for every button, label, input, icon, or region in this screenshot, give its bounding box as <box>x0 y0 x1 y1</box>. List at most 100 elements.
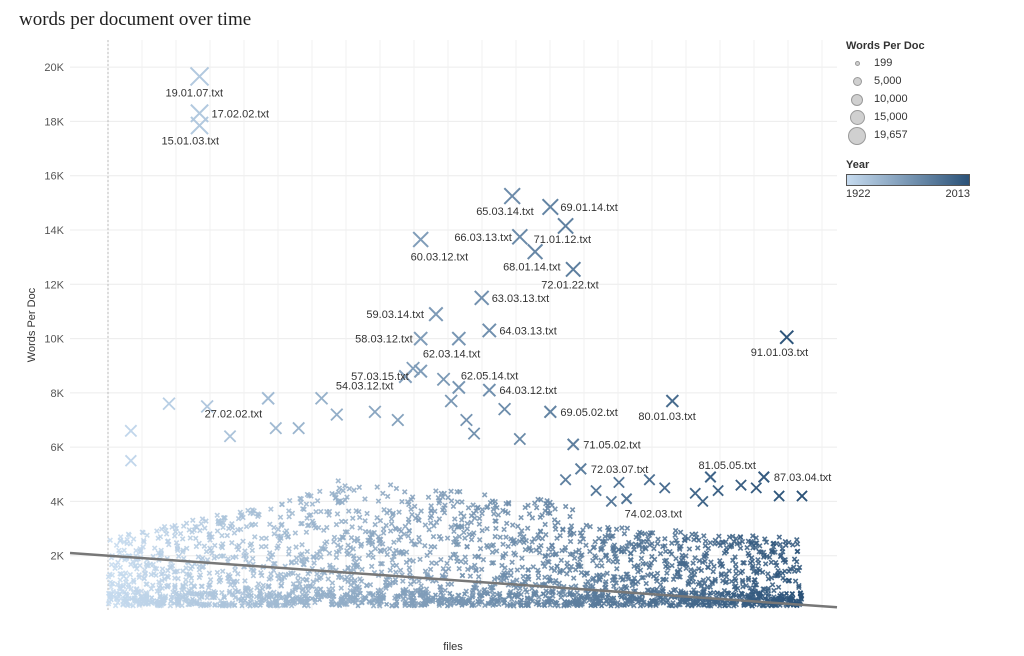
data-point <box>657 550 664 557</box>
data-point <box>192 523 199 530</box>
data-point <box>258 569 264 576</box>
y-axis-title: Words Per Doc <box>26 287 38 362</box>
data-point <box>497 593 503 599</box>
data-point <box>299 520 305 527</box>
data-point <box>612 601 618 607</box>
data-point <box>109 591 115 597</box>
data-point <box>748 541 755 547</box>
data-point <box>198 520 205 527</box>
data-point <box>683 553 689 559</box>
data-point <box>310 579 316 585</box>
data-point <box>705 545 712 552</box>
data-point <box>654 570 661 577</box>
data-point <box>724 590 730 597</box>
data-point <box>578 563 584 570</box>
data-point <box>593 578 599 585</box>
data-point <box>355 603 361 609</box>
data-point <box>633 534 639 541</box>
data-point <box>451 516 458 522</box>
data-point <box>207 531 213 537</box>
data-point <box>584 570 591 576</box>
data-point <box>631 602 637 609</box>
data-point <box>493 525 499 532</box>
data-point <box>520 573 527 580</box>
data-point <box>621 530 628 537</box>
data-label: 81.05.05.txt <box>698 460 756 472</box>
size-legend-item: 199 <box>846 55 1016 73</box>
data-point <box>702 538 709 545</box>
data-point <box>795 567 802 574</box>
data-point <box>379 541 386 547</box>
data-point <box>112 602 119 609</box>
data-point <box>158 571 165 578</box>
data-point <box>783 590 790 597</box>
data-point <box>344 551 351 558</box>
data-point <box>692 555 698 561</box>
data-point <box>239 590 246 597</box>
data-point <box>552 526 559 532</box>
data-point <box>212 542 218 549</box>
size-legend-dot <box>850 110 865 125</box>
data-point <box>544 505 551 512</box>
data-point <box>320 592 326 598</box>
data-point <box>407 581 414 587</box>
data-point <box>662 536 668 542</box>
data-point <box>475 504 481 511</box>
size-legend-label: 199 <box>874 57 893 69</box>
data-point <box>598 557 604 564</box>
data-point <box>197 572 204 578</box>
data-point <box>735 479 747 491</box>
data-point <box>148 586 155 592</box>
data-point <box>272 560 278 567</box>
data-point <box>739 591 746 597</box>
data-point <box>613 526 620 533</box>
data-point <box>493 548 500 554</box>
data-point <box>489 596 495 602</box>
data-point <box>393 601 399 608</box>
data-point <box>791 564 797 570</box>
data-point <box>180 547 186 554</box>
data-point <box>640 538 647 545</box>
data-point <box>790 595 796 601</box>
data-point <box>207 537 213 543</box>
data-point <box>688 566 694 573</box>
data-point <box>464 543 470 550</box>
data-point <box>464 520 471 527</box>
data-point <box>731 584 738 590</box>
data-point <box>127 571 134 578</box>
data-point <box>535 574 542 581</box>
data-point <box>183 577 189 583</box>
data-point <box>333 494 339 501</box>
y-tick-label: 4K <box>51 496 65 508</box>
data-point <box>410 590 416 596</box>
y-tick-label: 2K <box>51 551 65 563</box>
data-point <box>399 498 405 505</box>
data-point <box>315 524 322 531</box>
data-point <box>121 598 127 604</box>
data-label: 74.02.03.txt <box>625 509 683 521</box>
data-point <box>224 532 231 539</box>
data-point <box>739 568 746 575</box>
data-point <box>484 590 490 596</box>
data-point <box>552 599 559 605</box>
data-point <box>557 567 564 574</box>
data-point <box>293 544 299 550</box>
data-point <box>469 594 476 600</box>
data-point <box>524 573 531 580</box>
data-point <box>350 590 356 596</box>
data-point <box>712 484 724 497</box>
data-point <box>592 595 598 601</box>
y-tick-label: 10K <box>44 334 64 346</box>
data-point <box>157 594 164 600</box>
data-point <box>335 498 342 505</box>
size-legend-label: 10,000 <box>874 93 908 105</box>
data-point <box>547 499 553 506</box>
data-point <box>249 547 256 554</box>
data-point <box>519 564 526 570</box>
data-point <box>266 602 272 608</box>
data-point <box>342 592 348 598</box>
outlier-markers <box>124 361 808 508</box>
data-point <box>469 589 476 596</box>
data-point <box>797 590 804 596</box>
data-point <box>298 496 305 502</box>
